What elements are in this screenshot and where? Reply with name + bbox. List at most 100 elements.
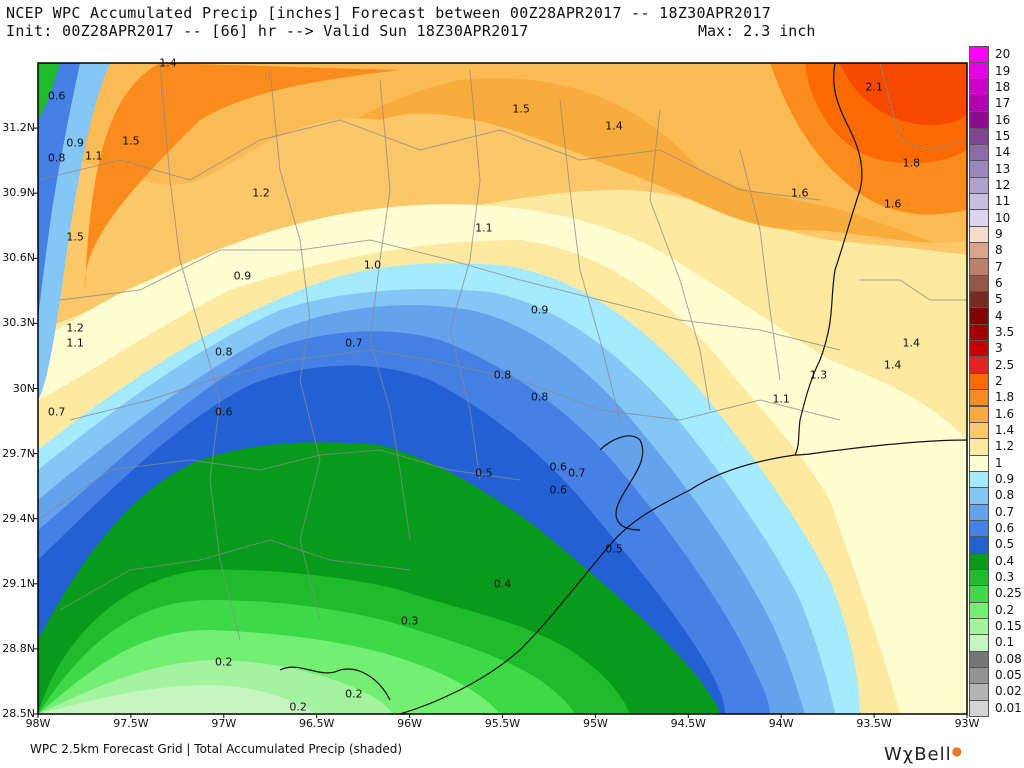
- legend-swatch: [969, 617, 989, 636]
- precip-value-label: 1.4: [902, 336, 921, 350]
- precip-value-label: 0.5: [475, 466, 493, 480]
- legend-swatch: [969, 307, 989, 325]
- precip-value-label: 1.1: [66, 336, 84, 350]
- legend-label: 0.01: [995, 700, 1022, 715]
- precip-value-label: 1.6: [791, 186, 809, 200]
- legend-label: 0.8: [995, 488, 1015, 503]
- lat-label: 29.7N: [2, 446, 35, 460]
- brand-logo: WχBell●: [884, 744, 964, 765]
- precip-value-label: 1.5: [66, 230, 84, 244]
- axis-ticks: [34, 127, 968, 718]
- lon-label: 95.5W: [484, 717, 521, 730]
- lat-label: 30.3N: [2, 316, 35, 330]
- precip-value-label: 2.1: [865, 80, 883, 94]
- legend-label: 13: [995, 161, 1011, 176]
- lat-label: 28.5N: [2, 707, 35, 720]
- lat-label: 31.2N: [2, 121, 35, 135]
- lon-label: 97.5W: [113, 717, 149, 730]
- legend-label: 8: [995, 243, 1003, 258]
- precip-value-label: 0.6: [215, 405, 233, 419]
- legend-swatch: [969, 405, 989, 423]
- light-yellow-band: [38, 204, 967, 714]
- legend-label: 2: [995, 374, 1003, 388]
- precip-value-label: 0.5: [605, 542, 623, 556]
- legend-swatch: [969, 666, 989, 685]
- legend-swatch: [969, 421, 989, 440]
- legend-swatch: [969, 585, 989, 603]
- lon-label: 93.5W: [856, 717, 892, 730]
- precip-value-label: 0.2: [215, 655, 233, 669]
- precip-value-label: 0.2: [345, 687, 363, 701]
- precip-value-label: 0.8: [530, 390, 549, 404]
- legend-swatch: [969, 144, 989, 162]
- legend-swatch: [969, 78, 989, 96]
- legend-swatch: [969, 536, 989, 554]
- legend-swatch: [969, 503, 989, 521]
- legend-label: 12: [995, 177, 1011, 192]
- legend-label: 1.2: [995, 439, 1015, 454]
- precip-value-label: 0.8: [47, 151, 66, 165]
- legend-swatch: [969, 242, 989, 260]
- precip-value-label: 1.1: [772, 392, 790, 406]
- band-0-1: [38, 685, 315, 714]
- max-value-label: Max: 2.3 inch: [698, 22, 816, 40]
- lon-label: 98W: [25, 717, 51, 730]
- deep-red-ne: [840, 63, 967, 125]
- legend-label: 3.5: [995, 324, 1015, 339]
- legend-swatch: [969, 258, 989, 276]
- legend-swatch: [969, 193, 989, 211]
- legend-swatch: [969, 323, 989, 342]
- legend-label: 19: [995, 63, 1011, 78]
- precip-value-label: 1.4: [883, 358, 902, 372]
- precip-value-label: 1.6: [883, 197, 902, 211]
- lat-label: 30.6N: [2, 251, 35, 265]
- legend-label: 9: [995, 226, 1003, 241]
- legend-swatch: [969, 389, 989, 407]
- legend-swatch: [969, 683, 989, 701]
- orange-core-west: [84, 63, 400, 290]
- legend-label: 1.4: [995, 423, 1015, 438]
- precip-value-label: 0.4: [493, 577, 512, 591]
- legend-swatch: [969, 650, 989, 668]
- precip-value-label: 0.3: [400, 614, 419, 628]
- lat-label: 30.9N: [2, 186, 35, 200]
- lon-label: 96W: [397, 717, 423, 730]
- legend-label: 18: [995, 79, 1011, 94]
- legend-swatch: [969, 62, 989, 80]
- lon-label: 97W: [211, 717, 237, 730]
- legend-label: 0.3: [995, 570, 1015, 585]
- footer-caption: WPC 2.5km Forecast Grid | Total Accumula…: [30, 742, 403, 756]
- legend-label: 0.5: [995, 537, 1015, 552]
- color-legend: 20 19 18 17 16 15 14 13 12 11 10 9 8 7 6 5 4 3.5 3 2.5 2 1.8 1…: [969, 46, 1022, 717]
- legend-label: 5: [995, 292, 1003, 307]
- precip-value-label: 1.4: [605, 119, 623, 133]
- precip-value-label: 0.7: [345, 336, 363, 350]
- precip-value-label: 0.2: [289, 700, 307, 714]
- legend-swatch: [969, 340, 989, 358]
- legend-label: 1.6: [995, 406, 1015, 421]
- lat-label: 28.8N: [2, 641, 35, 655]
- lat-label: 30N: [12, 381, 35, 395]
- lat-label: 29.4N: [2, 511, 35, 525]
- precip-value-label: 1.3: [809, 368, 828, 382]
- precip-value-label: 0.9: [66, 136, 84, 150]
- precip-value-label: 1.5: [122, 134, 140, 148]
- legend-swatch: [969, 699, 989, 717]
- legend-label: 0.15: [995, 619, 1022, 634]
- lon-label: 95W: [582, 717, 608, 730]
- legend-label: 0.02: [995, 684, 1022, 699]
- legend-swatch: [969, 46, 989, 64]
- precip-value-label: 1.1: [84, 149, 103, 163]
- legend-label: 11: [995, 194, 1011, 209]
- legend-label: 10: [995, 210, 1011, 225]
- legend-swatch: [969, 111, 989, 129]
- legend-label: 16: [995, 112, 1011, 127]
- legend-label: 0.6: [995, 521, 1015, 536]
- legend-swatch: [969, 634, 989, 652]
- precip-value-label: 0.6: [549, 460, 567, 474]
- legend-swatch: [969, 176, 989, 195]
- legend-label: 0.9: [995, 472, 1015, 487]
- legend-label: 14: [995, 145, 1011, 160]
- legend-label: 15: [995, 128, 1011, 143]
